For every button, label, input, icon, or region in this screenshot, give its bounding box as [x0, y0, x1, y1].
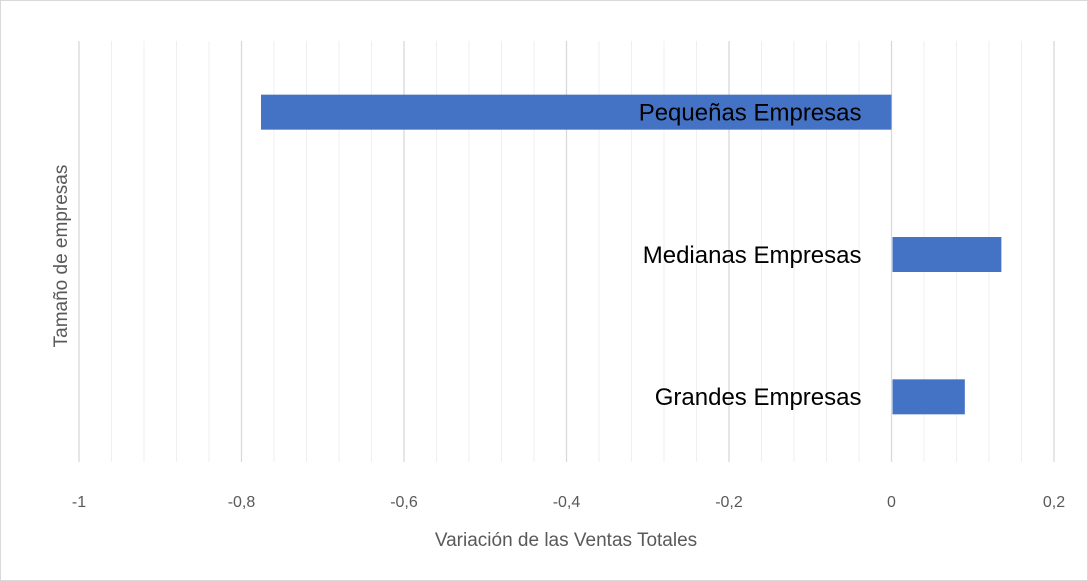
bar — [261, 94, 892, 130]
category-label: Medianas Empresas — [643, 242, 862, 269]
category-label: Grandes Empresas — [655, 384, 862, 411]
x-tick-label: -0,2 — [715, 494, 743, 511]
bar — [892, 379, 965, 415]
category-label: Pequeñas Empresas — [639, 100, 862, 127]
x-tick-label: -0,4 — [553, 494, 581, 511]
x-tick-label: -0,6 — [390, 494, 418, 511]
y-axis-label: Tamaño de empresas — [51, 165, 72, 348]
x-axis-label: Variación de las Ventas Totales — [435, 530, 697, 551]
x-tick-label: 0,2 — [1043, 494, 1065, 511]
x-tick-label: -0,8 — [228, 494, 256, 511]
x-tick-label: -1 — [72, 494, 86, 511]
bar — [892, 237, 1002, 272]
x-tick-label: 0 — [887, 494, 896, 511]
